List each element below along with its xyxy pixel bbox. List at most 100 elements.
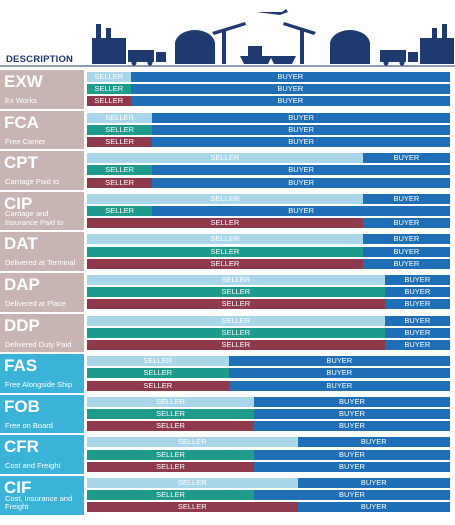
- buyer-segment: BUYER: [362, 258, 450, 269]
- term-code: CIP: [4, 193, 33, 213]
- buyer-segment: BUYER: [384, 287, 450, 298]
- buyer-segment: BUYER: [362, 246, 450, 257]
- buyer-segment: BUYER: [362, 234, 450, 245]
- term-description: Free on Board: [5, 420, 53, 430]
- buyer-segment: BUYER: [152, 124, 450, 135]
- seller-segment: SELLER: [87, 112, 153, 123]
- seller-segment: SELLER: [87, 478, 298, 488]
- buyer-segment: BUYER: [253, 490, 450, 501]
- seller-segment: SELLER: [87, 449, 254, 460]
- seller-segment: SELLER: [87, 193, 363, 204]
- buyer-segment: BUYER: [253, 461, 450, 472]
- buyer-segment: BUYER: [152, 177, 450, 188]
- seller-segment: SELLER: [87, 153, 363, 164]
- buyer-segment: BUYER: [253, 396, 450, 407]
- term-code: DAT: [4, 234, 38, 254]
- term-description: Delivered at Place: [5, 299, 66, 309]
- buyer-segment: BUYER: [384, 315, 450, 326]
- buyer-segment: BUYER: [384, 275, 450, 285]
- seller-segment: SELLER: [87, 218, 363, 229]
- term-description: Carriage and Insurance Paid to: [5, 209, 64, 227]
- term-tile: FCA Free Carrier: [0, 110, 84, 150]
- seller-segment: SELLER: [87, 137, 153, 147]
- seller-segment: SELLER: [87, 340, 385, 350]
- term-tile: CFR Cost and Freight: [0, 435, 84, 474]
- seller-segment: SELLER: [87, 502, 298, 513]
- seller-segment: SELLER: [87, 396, 254, 407]
- seller-segment: SELLER: [87, 299, 385, 310]
- buyer-segment: BUYER: [152, 206, 450, 216]
- buyer-segment: BUYER: [228, 356, 450, 367]
- term-code: DAP: [4, 275, 40, 294]
- buyer-segment: BUYER: [297, 437, 450, 448]
- seller-segment: SELLER: [87, 234, 363, 245]
- term-description: Delivered at Terminal: [5, 258, 76, 268]
- seller-segment: SELLER: [87, 72, 131, 82]
- term-tile: FOB Free on Board: [0, 394, 84, 434]
- buyer-segment: BUYER: [362, 218, 450, 229]
- term-tile: DDP Delivered Duty Paid: [0, 313, 84, 353]
- term-tile: DAP Delivered at Place: [0, 273, 84, 312]
- term-description: Cost and Freight: [5, 461, 61, 471]
- term-tile: FAS Free Alongside Ship: [0, 354, 84, 393]
- seller-segment: SELLER: [87, 437, 298, 448]
- buyer-segment: BUYER: [384, 327, 450, 338]
- buyer-segment: BUYER: [253, 421, 450, 432]
- buyer-segment: BUYER: [152, 165, 450, 176]
- term-tile: CIP Carriage and Insurance Paid to: [0, 191, 84, 231]
- buyer-segment: BUYER: [362, 193, 450, 204]
- term-code: CIF: [4, 478, 32, 497]
- term-tile: EXW Ex Works: [0, 70, 84, 109]
- buyer-segment: BUYER: [228, 380, 450, 391]
- seller-segment: SELLER: [87, 258, 363, 269]
- supply-chain-illustration: [0, 9, 455, 67]
- buyer-segment: BUYER: [130, 96, 450, 107]
- buyer-segment: BUYER: [253, 409, 450, 419]
- buyer-segment: BUYER: [130, 72, 450, 82]
- term-code: FAS: [4, 356, 38, 376]
- term-code: EXW: [4, 72, 43, 91]
- term-code: CFR: [4, 437, 39, 457]
- seller-segment: SELLER: [87, 409, 254, 419]
- seller-segment: SELLER: [87, 368, 229, 379]
- term-tile: CPT Carriage Paid to: [0, 151, 84, 190]
- term-description: Free Alongside Ship: [5, 380, 73, 390]
- seller-segment: SELLER: [87, 490, 254, 501]
- seller-segment: SELLER: [87, 327, 385, 338]
- term-description: Free Carrier: [5, 136, 46, 146]
- seller-segment: SELLER: [87, 461, 254, 472]
- seller-segment: SELLER: [87, 421, 254, 432]
- term-description: Delivered Duty Paid: [5, 339, 72, 349]
- seller-segment: SELLER: [87, 124, 153, 135]
- term-code: CPT: [4, 153, 38, 173]
- buyer-segment: BUYER: [152, 137, 450, 147]
- column-header: DESCRIPTION: [6, 54, 74, 65]
- term-description: Cost, Insurance and Freight: [5, 493, 73, 512]
- seller-segment: SELLER: [87, 84, 131, 95]
- seller-segment: SELLER: [87, 96, 131, 107]
- term-code: FOB: [4, 396, 40, 416]
- buyer-segment: BUYER: [297, 502, 450, 513]
- seller-segment: SELLER: [87, 356, 229, 367]
- buyer-segment: BUYER: [253, 449, 450, 460]
- term-code: DDP: [4, 315, 40, 335]
- term-tile: DAT Delivered at Terminal: [0, 232, 84, 271]
- buyer-segment: BUYER: [384, 340, 450, 350]
- buyer-segment: BUYER: [384, 299, 450, 310]
- seller-segment: SELLER: [87, 246, 363, 257]
- buyer-segment: BUYER: [362, 153, 450, 164]
- term-tile: CIF Cost, Insurance and Freight: [0, 476, 84, 515]
- buyer-segment: BUYER: [297, 478, 450, 488]
- buyer-segment: BUYER: [152, 112, 450, 123]
- seller-segment: SELLER: [87, 206, 153, 216]
- buyer-segment: BUYER: [228, 368, 450, 379]
- seller-segment: SELLER: [87, 287, 385, 298]
- seller-segment: SELLER: [87, 315, 385, 326]
- buyer-segment: BUYER: [130, 84, 450, 95]
- seller-segment: SELLER: [87, 275, 385, 285]
- seller-segment: SELLER: [87, 177, 153, 188]
- term-description: Carriage Paid to: [5, 177, 60, 187]
- seller-segment: SELLER: [87, 380, 229, 391]
- term-code: FCA: [4, 112, 39, 132]
